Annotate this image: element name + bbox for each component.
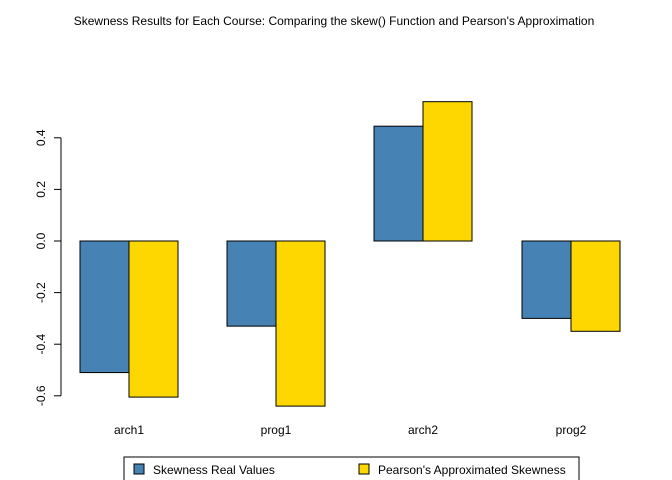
y-axis: -0.6 -0.4 -0.2 0.0 0.2 0.4 [34, 129, 62, 406]
legend-label-pearson: Pearson's Approximated Skewness [378, 463, 566, 477]
legend-swatch-pearson [358, 463, 370, 475]
y-tick-label: 0.4 [34, 129, 48, 146]
bars-group [79, 101, 621, 407]
bar-arch2-pearson [422, 101, 473, 242]
bar-arch1-pearson [128, 240, 179, 398]
legend-swatch-real [133, 463, 145, 475]
bar-arch1-real [79, 240, 130, 374]
y-tick-label: -0.4 [34, 334, 48, 355]
legend-box [123, 456, 580, 480]
y-tick-label: -0.2 [34, 282, 48, 303]
bar-prog1-pearson [275, 240, 326, 407]
category-label: prog2 [556, 423, 587, 437]
y-tick-label: 0.2 [34, 181, 48, 198]
legend-label-real: Skewness Real Values [153, 463, 275, 477]
category-label: prog1 [261, 423, 292, 437]
y-tick-label: -0.6 [34, 385, 48, 406]
category-label: arch1 [114, 423, 144, 437]
legend: Skewness Real Values Pearson's Approxima… [123, 456, 580, 480]
bar-prog2-real [521, 240, 572, 319]
category-label: arch2 [408, 423, 438, 437]
chart-title: Skewness Results for Each Course: Compar… [74, 14, 595, 28]
bar-prog2-pearson [570, 240, 621, 332]
bar-prog1-real [226, 240, 277, 327]
category-labels: arch1 prog1 arch2 prog2 [114, 423, 587, 437]
bar-arch2-real [373, 125, 424, 242]
y-tick-label: 0.0 [34, 232, 48, 249]
